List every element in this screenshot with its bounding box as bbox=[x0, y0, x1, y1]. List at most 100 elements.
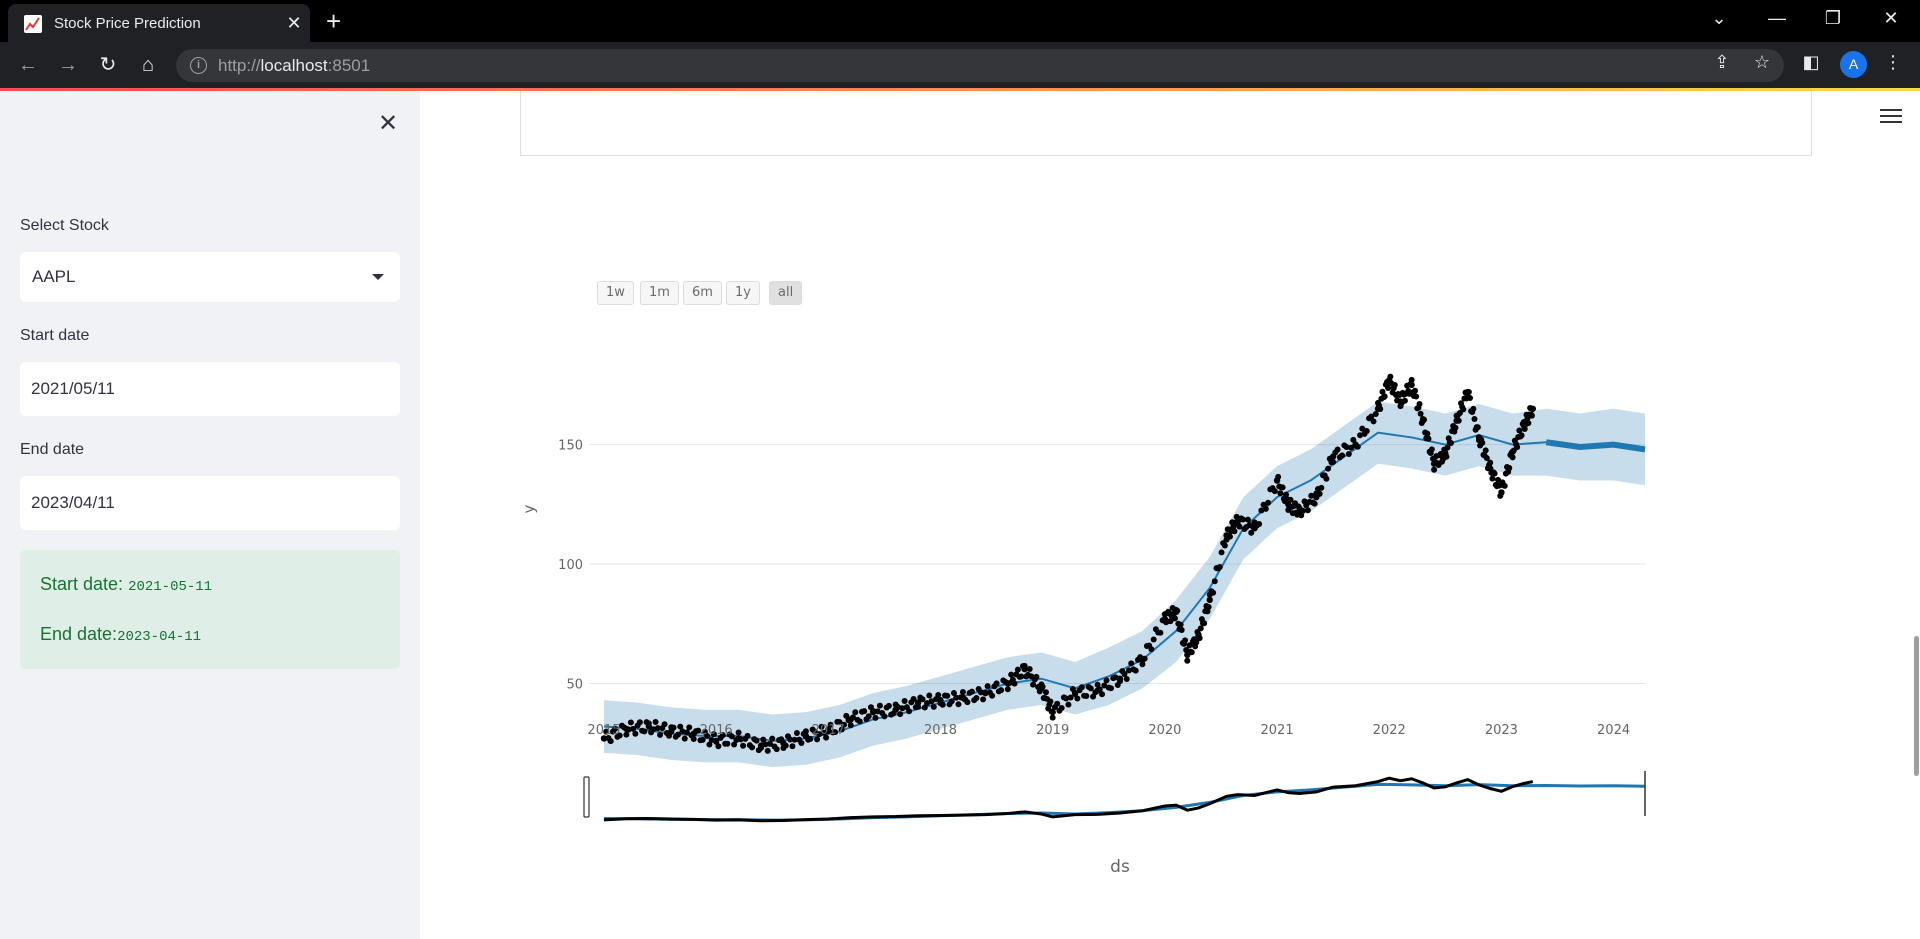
actual-point bbox=[690, 730, 697, 737]
actual-point bbox=[1265, 499, 1272, 506]
actual-point bbox=[802, 728, 809, 735]
browser-menu-icon[interactable]: ⋮ bbox=[1884, 52, 1902, 72]
actual-point bbox=[1529, 405, 1537, 412]
actual-point bbox=[1195, 632, 1202, 639]
tab-search-icon[interactable]: ⌄ bbox=[1711, 8, 1727, 28]
y-tick-label: 100 bbox=[558, 558, 583, 573]
actual-point bbox=[1177, 621, 1184, 628]
url-text: http://localhost:8501 bbox=[218, 56, 371, 75]
actual-point bbox=[1099, 691, 1106, 698]
new-tab-icon[interactable]: + bbox=[326, 6, 342, 36]
actual-point bbox=[1408, 376, 1415, 383]
actual-point bbox=[802, 732, 810, 740]
app-menu-icon[interactable] bbox=[1880, 109, 1902, 125]
actual-point bbox=[668, 728, 675, 735]
main-content: 1w 1m 6m 1y all 50 100 150 2015 2016 2017 2018 201… bbox=[420, 91, 1920, 939]
info-icon[interactable]: i bbox=[190, 57, 207, 74]
x-tick-label: 2017 bbox=[812, 723, 845, 738]
actual-point bbox=[1460, 406, 1467, 413]
side-panel-icon[interactable]: ◧ bbox=[1802, 52, 1820, 72]
actual-point bbox=[1453, 417, 1460, 424]
actual-point bbox=[1339, 452, 1346, 459]
actual-point bbox=[1311, 500, 1318, 507]
actual-point bbox=[1171, 615, 1178, 622]
actual-point bbox=[1026, 666, 1033, 673]
actual-point bbox=[1334, 446, 1341, 453]
profile-avatar[interactable]: A bbox=[1840, 51, 1867, 78]
actual-point bbox=[760, 736, 767, 743]
forward-icon[interactable]: → bbox=[58, 54, 78, 76]
actual-point bbox=[861, 708, 868, 715]
actual-point bbox=[847, 722, 854, 729]
home-icon[interactable]: ⌂ bbox=[141, 54, 155, 76]
actual-point bbox=[899, 705, 906, 712]
actual-point bbox=[1083, 693, 1090, 700]
actual-point bbox=[1184, 657, 1191, 664]
page-scrollbar[interactable] bbox=[1914, 636, 1919, 776]
actual-point bbox=[827, 721, 834, 728]
end-date-input[interactable]: 2023/04/11 bbox=[20, 476, 400, 530]
chart-favicon-icon bbox=[24, 15, 42, 33]
restore-icon[interactable]: ❐ bbox=[1824, 8, 1842, 28]
share-icon[interactable]: ⇪ bbox=[1714, 52, 1730, 72]
actual-point bbox=[1047, 698, 1054, 705]
window-close-icon[interactable]: ✕ bbox=[1883, 8, 1899, 28]
actual-point bbox=[1483, 455, 1490, 462]
rangeslider-left-handle[interactable] bbox=[583, 776, 590, 818]
caret-down-icon bbox=[372, 274, 384, 280]
actual-point bbox=[1419, 417, 1427, 424]
x-tick-label: 2018 bbox=[924, 723, 957, 738]
actual-point bbox=[1386, 376, 1393, 384]
actual-point bbox=[910, 695, 917, 702]
x-tick-label: 2019 bbox=[1036, 723, 1069, 738]
range-button-all[interactable]: all bbox=[769, 281, 803, 305]
actual-point bbox=[1071, 689, 1079, 697]
bookmark-star-icon[interactable]: ☆ bbox=[1753, 52, 1771, 72]
actual-point bbox=[1210, 589, 1217, 596]
rangeslider-forecast bbox=[603, 782, 1646, 822]
actual-point bbox=[836, 719, 843, 726]
start-date-input[interactable]: 2021/05/11 bbox=[20, 362, 400, 416]
actual-point bbox=[1487, 459, 1494, 466]
actual-point bbox=[1186, 642, 1193, 649]
range-button-1m[interactable]: 1m bbox=[640, 281, 679, 305]
range-button-1y[interactable]: 1y bbox=[726, 281, 760, 305]
actual-point bbox=[1205, 604, 1212, 611]
actual-point bbox=[715, 743, 722, 750]
actual-point bbox=[793, 729, 800, 736]
sidebar-close-icon[interactable]: ✕ bbox=[378, 110, 399, 137]
range-button-1w[interactable]: 1w bbox=[597, 281, 634, 305]
actual-point bbox=[852, 709, 859, 716]
address-bar[interactable]: i http://localhost:8501 bbox=[176, 49, 1784, 82]
actual-point bbox=[603, 728, 610, 735]
range-button-6m[interactable]: 6m bbox=[683, 281, 722, 305]
reload-icon[interactable]: ↻ bbox=[99, 54, 117, 76]
minimize-icon[interactable]: — bbox=[1768, 8, 1786, 28]
actual-point bbox=[1161, 615, 1169, 623]
actual-point bbox=[1442, 450, 1449, 458]
actual-point bbox=[690, 736, 697, 743]
actual-point bbox=[950, 690, 957, 697]
actual-point bbox=[818, 723, 825, 730]
actual-point bbox=[1030, 681, 1037, 688]
actual-point bbox=[695, 727, 702, 734]
actual-point bbox=[764, 747, 771, 754]
actual-point bbox=[1467, 394, 1473, 401]
actual-point bbox=[1277, 490, 1284, 497]
actual-point bbox=[1447, 439, 1454, 446]
actual-point bbox=[1471, 416, 1478, 423]
actual-point bbox=[1296, 508, 1303, 515]
actual-point bbox=[1239, 516, 1246, 523]
forecast-chart[interactable]: 50 100 150 2015 2016 2017 2018 2019 2020 2021 202… bbox=[420, 91, 1920, 939]
browser-tab[interactable]: Stock Price Prediction ✕ bbox=[8, 4, 310, 42]
actual-point bbox=[1063, 695, 1070, 702]
actual-point bbox=[1323, 475, 1330, 482]
actual-point bbox=[1412, 387, 1419, 394]
back-icon[interactable]: ← bbox=[18, 54, 38, 76]
actual-point bbox=[719, 732, 726, 739]
actual-point bbox=[1094, 681, 1101, 688]
tab-close-icon[interactable]: ✕ bbox=[286, 13, 302, 33]
actual-point bbox=[1304, 507, 1311, 514]
actual-point bbox=[706, 741, 713, 748]
stock-select[interactable]: AAPL bbox=[20, 252, 400, 302]
